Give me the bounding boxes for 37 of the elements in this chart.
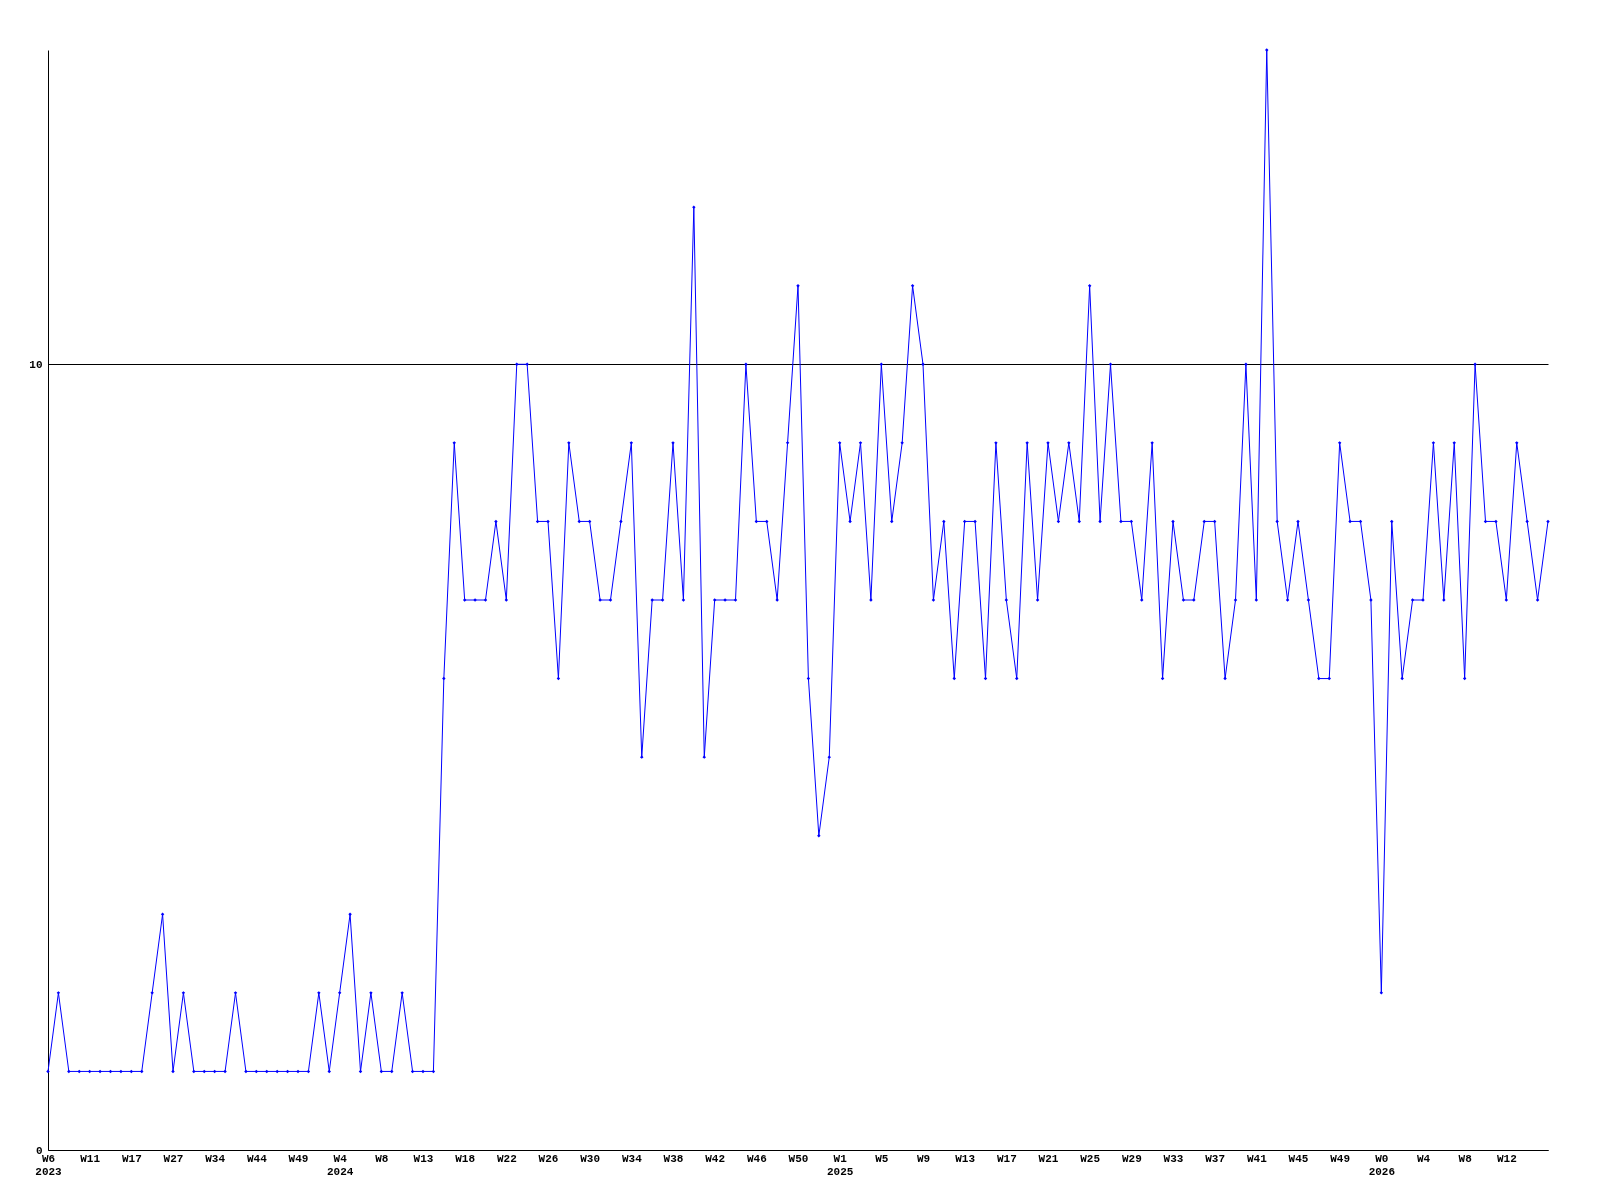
x-tick-label: W1 2025 xyxy=(826,1152,854,1178)
x-tick-label: W25 xyxy=(1080,1152,1101,1165)
x-tick-label: W12 xyxy=(1496,1152,1517,1165)
x-tick-label: W17 xyxy=(996,1152,1017,1165)
x-tick-label: W9 xyxy=(916,1152,931,1165)
y-tick-label: 10 xyxy=(29,358,43,371)
x-tick-label: W8 xyxy=(1458,1152,1473,1165)
x-tick-label: W13 xyxy=(413,1152,434,1165)
x-tick-label: W34 xyxy=(205,1152,226,1165)
x-tick-label: W8 xyxy=(375,1152,389,1165)
x-tick-label: W34 xyxy=(621,1152,643,1165)
x-tick-label: W22 xyxy=(496,1152,517,1165)
x-tick-label: W18 xyxy=(455,1152,476,1165)
x-tick-label: W0 2026 xyxy=(1368,1152,1396,1178)
x-tick-label: W33 xyxy=(1163,1152,1184,1165)
x-tick-label: W49 xyxy=(1330,1152,1351,1165)
x-tick-label: W42 xyxy=(705,1152,726,1165)
x-tick-label: W46 xyxy=(746,1152,767,1165)
x-tick-label: W50 xyxy=(788,1152,809,1165)
x-tick-label: W30 xyxy=(580,1152,601,1165)
x-tick-label: W29 xyxy=(1121,1152,1142,1165)
x-tick-label: W38 xyxy=(663,1152,684,1165)
y-tick-label: 0 xyxy=(35,1144,43,1157)
x-tick-label: W37 xyxy=(1205,1152,1226,1165)
x-tick-label: W26 xyxy=(538,1152,559,1165)
x-tick-label: W27 xyxy=(163,1152,184,1165)
x-tick-label: W5 xyxy=(875,1152,889,1165)
x-tick-label: W4 xyxy=(1416,1152,1431,1165)
x-tick-label: W41 xyxy=(1246,1152,1268,1165)
x-tick-label: W4 2024 xyxy=(326,1152,354,1178)
x-tick-label: W45 xyxy=(1288,1152,1309,1165)
x-tick-label: W13 xyxy=(955,1152,976,1165)
x-tick-label: W17 xyxy=(121,1152,142,1165)
x-tick-label: W49 xyxy=(288,1152,309,1165)
x-tick-label: W11 xyxy=(80,1152,101,1165)
x-tick-label: W21 xyxy=(1038,1152,1059,1165)
x-tick-label: W44 xyxy=(246,1152,268,1165)
